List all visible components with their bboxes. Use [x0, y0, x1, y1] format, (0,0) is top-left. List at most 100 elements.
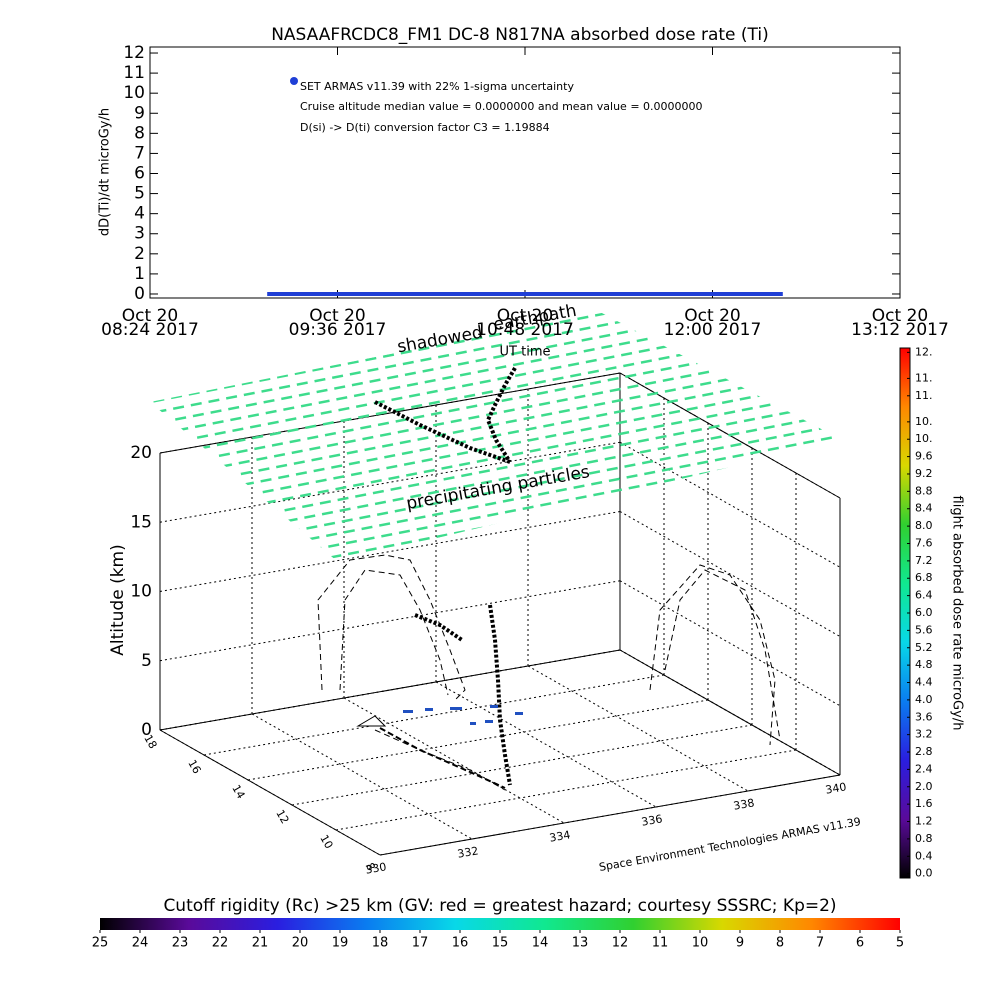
x-tick-label: Oct 20 [122, 306, 178, 326]
grid-line [620, 650, 840, 775]
x-tick-label: 12:00 2017 [664, 320, 762, 340]
z-tick-label: 0 [141, 720, 152, 740]
z-axis-label: Altitude (km) [108, 544, 128, 656]
colorbar-tick-label: 9.2 [915, 467, 933, 480]
y-tick-label: 16 [185, 757, 203, 776]
colorbar-tick-label: 12 [612, 936, 629, 951]
colorbar-tick-label: 17 [412, 936, 429, 951]
colorbar-tick-label: 5 [896, 936, 904, 951]
y-tick-label: 12 [123, 43, 145, 63]
colorbar-tick-label: 10. [915, 432, 933, 445]
colorbar-title: flight absorbed dose rate microGy/h [950, 496, 965, 731]
colorbar-tick-label: 10. [915, 415, 933, 428]
colorbar-tick-label: 6.8 [915, 571, 933, 584]
y-tick-label: 6 [134, 164, 145, 184]
y-tick-label: 1 [134, 264, 145, 284]
plot-layer: NASAAFRCDC8_FM1 DC-8 N817NA absorbed dos… [92, 25, 965, 951]
colorbar-tick-label: 5.6 [915, 623, 933, 636]
y-tick-label: 11 [123, 63, 145, 83]
box-edge [160, 650, 620, 730]
colorbar-tick-label: 1.6 [915, 797, 933, 810]
y-tick-label: 7 [134, 143, 145, 163]
z-tick-label: 20 [130, 443, 152, 463]
colorbar-tick-label: 8.4 [915, 502, 933, 515]
colorbar-tick-label: 11. [915, 389, 933, 402]
y-tick-label: 2 [134, 244, 145, 264]
colorbar [100, 918, 900, 930]
colorbar-tick-label: 2.8 [915, 745, 933, 758]
colorbar-tick-label: 7.6 [915, 536, 933, 549]
colorbar-tick-label: 0.4 [915, 849, 933, 862]
colorbar-tick-label: 4.4 [915, 676, 933, 689]
colorbar-tick-label: 6.0 [915, 606, 933, 619]
colorbar-tick-label: 1.2 [915, 815, 933, 828]
x-tick-label: 10:48 2017 [476, 320, 574, 340]
colorbar-tick-label: 2.0 [915, 780, 933, 793]
x-tick-label: 338 [732, 796, 755, 812]
colorbar-tick-label: 14 [532, 936, 549, 951]
y-tick-label: 3 [134, 224, 145, 244]
grid-line [528, 666, 748, 791]
colorbar-tick-label: 2.4 [915, 762, 933, 775]
y-tick-label: 10 [317, 832, 335, 851]
chart-title: NASAAFRCDC8_FM1 DC-8 N817NA absorbed dos… [271, 25, 769, 45]
colorbar-tick-label: 21 [252, 936, 269, 951]
colorbar-tick-label: 13 [572, 936, 589, 951]
colorbar-tick-label: 18 [372, 936, 389, 951]
x-tick-label: 330 [364, 860, 387, 876]
z-tick-label: 5 [141, 651, 152, 671]
y-tick-label: 18 [141, 732, 159, 751]
colorbar-tick-label: 0.0 [915, 867, 933, 880]
grid-line [344, 698, 564, 823]
z-tick-label: 15 [130, 512, 152, 532]
colorbar-tick-label: 25 [92, 936, 109, 951]
colorbar-tick-label: 8.0 [915, 519, 933, 532]
colorbar-tick-label: 9 [736, 936, 744, 951]
y-axis-label: dD(Ti)/dt microGy/h [98, 108, 113, 236]
z-tick-label: 10 [130, 582, 152, 602]
x-tick-label: 334 [548, 828, 571, 844]
x-tick-label: 13:12 2017 [851, 320, 949, 340]
x-axis-label: UT time [500, 345, 551, 360]
y-tick-label: 5 [134, 184, 145, 204]
x-tick-label: 336 [640, 812, 663, 828]
grid-line [436, 682, 656, 807]
y-tick-label: 14 [229, 782, 247, 801]
colorbar-tick-label: 7 [816, 936, 824, 951]
y-tick-label: 4 [134, 204, 145, 224]
legend-label: SET ARMAS v11.39 with 22% 1-sigma uncert… [300, 80, 574, 93]
colorbar-tick-label: 5.2 [915, 641, 933, 654]
colorbar-tick-label: 7.2 [915, 554, 933, 567]
colorbar-tick-label: 0.8 [915, 832, 933, 845]
flight-track [358, 368, 515, 788]
colorbar-tick-label: 11. [915, 371, 933, 384]
shadow-tracks [318, 555, 780, 790]
x-tick-label: 340 [824, 780, 847, 796]
grid-line [620, 442, 840, 567]
colorbar-tick-label: 23 [172, 936, 189, 951]
colorbar-tick-label: 3.6 [915, 710, 933, 723]
y-tick-label: 0 [134, 284, 145, 304]
grid-line [620, 581, 840, 706]
legend-marker [290, 77, 298, 85]
colorbar-tick-label: 12. [915, 345, 933, 358]
grid-line [160, 730, 380, 855]
x-tick-label: Oct 20 [497, 306, 553, 326]
box-edge [380, 775, 840, 855]
colorbar-tick-label: 20 [292, 936, 309, 951]
colorbar-tick-label: 11 [652, 936, 669, 951]
grid-line [620, 512, 840, 637]
colorbar-tick-label: 19 [332, 936, 349, 951]
shadow-points [403, 705, 523, 725]
x-tick-label: 09:36 2017 [289, 320, 387, 340]
colorbar-tick-label: 6 [856, 936, 864, 951]
colorbar-tick-label: 22 [212, 936, 229, 951]
x-tick-label: Oct 20 [309, 306, 365, 326]
colorbar-tick-label: 6.4 [915, 589, 933, 602]
x-tick-label: Oct 20 [872, 306, 928, 326]
colorbar-tick-label: 8.8 [915, 484, 933, 497]
y-tick-label: 8 [134, 123, 145, 143]
y-tick-label: 10 [123, 83, 145, 103]
